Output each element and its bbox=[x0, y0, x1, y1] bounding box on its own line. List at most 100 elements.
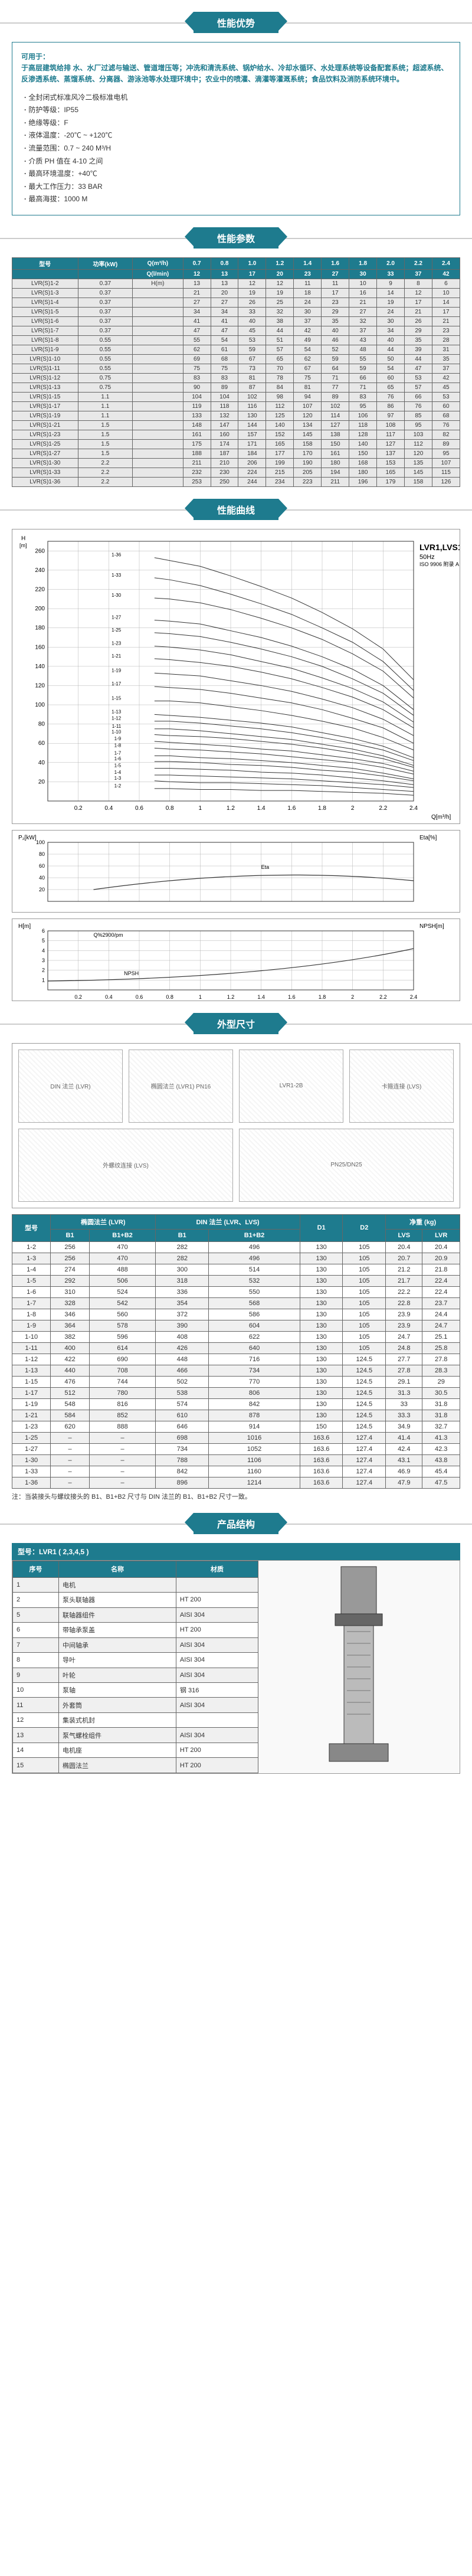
svg-text:5: 5 bbox=[42, 938, 45, 944]
svg-text:80: 80 bbox=[39, 851, 45, 857]
svg-text:2.4: 2.4 bbox=[409, 805, 418, 812]
svg-text:260: 260 bbox=[35, 548, 45, 554]
section-title-params: 性能参数 bbox=[0, 227, 472, 249]
dimension-drawing: PN25/DN25 bbox=[239, 1129, 454, 1202]
svg-text:1.4: 1.4 bbox=[257, 994, 265, 1000]
svg-text:0.4: 0.4 bbox=[105, 994, 113, 1000]
svg-text:200: 200 bbox=[35, 606, 45, 612]
spec-item: 最高海拔：1000 M bbox=[24, 193, 451, 206]
svg-text:1-12: 1-12 bbox=[112, 716, 122, 721]
svg-text:1-9: 1-9 bbox=[114, 736, 122, 741]
svg-text:1-25: 1-25 bbox=[112, 627, 122, 633]
svg-text:80: 80 bbox=[38, 721, 45, 728]
param-table: 型号功率(kW)Q(m³/h)0.70.81.01.21.41.61.82.02… bbox=[12, 257, 460, 487]
svg-text:1-4: 1-4 bbox=[114, 770, 122, 775]
dimension-drawings: DIN 法兰 (LVR)椭圆法兰 (LVR1) PN16LVR1-2B卡箍连接 … bbox=[12, 1043, 460, 1208]
svg-text:LVR1,LVS1: LVR1,LVS1 bbox=[419, 542, 460, 552]
svg-text:1-36: 1-36 bbox=[112, 553, 122, 558]
svg-text:0.2: 0.2 bbox=[74, 805, 83, 812]
svg-text:P₂[kW]: P₂[kW] bbox=[18, 835, 37, 841]
spec-item: 最高环境温度：+40℃ bbox=[24, 168, 451, 181]
svg-text:1-27: 1-27 bbox=[112, 615, 122, 620]
svg-text:40: 40 bbox=[38, 760, 45, 766]
svg-text:0.6: 0.6 bbox=[136, 994, 143, 1000]
section-title-advantages: 性能优势 bbox=[0, 12, 472, 33]
svg-text:1-30: 1-30 bbox=[112, 593, 122, 598]
svg-text:1.8: 1.8 bbox=[319, 994, 326, 1000]
svg-text:60: 60 bbox=[39, 863, 45, 869]
svg-text:6: 6 bbox=[42, 928, 45, 934]
svg-text:H: H bbox=[21, 535, 25, 542]
svg-text:2: 2 bbox=[351, 994, 354, 1000]
svg-text:0.6: 0.6 bbox=[135, 805, 143, 812]
svg-text:20: 20 bbox=[38, 779, 45, 785]
dimension-table: 型号椭圆法兰 (LVR)DIN 法兰 (LVR、LVS)D1D2净重 (kg)B… bbox=[12, 1214, 460, 1489]
svg-text:2: 2 bbox=[42, 967, 45, 973]
svg-text:1.4: 1.4 bbox=[257, 805, 266, 812]
svg-text:2: 2 bbox=[351, 805, 355, 812]
svg-text:0.8: 0.8 bbox=[166, 994, 173, 1000]
structure-box: 型号：LVR1 ( 2,3,4,5 ) 序号名称材质1电机2泵头联轴器HT 20… bbox=[12, 1543, 460, 1774]
section-title-dimensions: 外型尺寸 bbox=[0, 1013, 472, 1034]
svg-text:Eta[%]: Eta[%] bbox=[419, 835, 437, 841]
svg-text:140: 140 bbox=[35, 663, 45, 670]
dimension-drawing: 卡箍连接 (LVS) bbox=[349, 1050, 454, 1123]
svg-text:1-7: 1-7 bbox=[114, 750, 122, 756]
section-title-structure: 产品结构 bbox=[0, 1513, 472, 1534]
spec-item: 流量范围：0.7 ~ 240 M³/H bbox=[24, 142, 451, 155]
svg-text:NPSH[m]: NPSH[m] bbox=[419, 923, 444, 930]
svg-text:1-11: 1-11 bbox=[112, 724, 122, 729]
svg-text:2.4: 2.4 bbox=[410, 994, 418, 1000]
spec-item: 最大工作压力：33 BAR bbox=[24, 181, 451, 194]
svg-text:1: 1 bbox=[199, 994, 202, 1000]
svg-text:100: 100 bbox=[35, 702, 45, 708]
svg-text:2.2: 2.2 bbox=[379, 805, 387, 812]
svg-text:1-21: 1-21 bbox=[112, 653, 122, 659]
svg-text:0.4: 0.4 bbox=[104, 805, 113, 812]
spec-item: 绝缘等级：F bbox=[24, 117, 451, 130]
svg-text:1-8: 1-8 bbox=[114, 743, 122, 748]
svg-text:120: 120 bbox=[35, 682, 45, 689]
svg-text:1: 1 bbox=[42, 977, 45, 983]
svg-text:1.8: 1.8 bbox=[318, 805, 326, 812]
structure-model: 型号：LVR1 ( 2,3,4,5 ) bbox=[12, 1543, 460, 1560]
svg-text:NPSH: NPSH bbox=[124, 970, 139, 976]
svg-text:1-3: 1-3 bbox=[114, 776, 122, 781]
svg-text:0.8: 0.8 bbox=[166, 805, 174, 812]
svg-text:1.6: 1.6 bbox=[287, 805, 296, 812]
svg-text:1-19: 1-19 bbox=[112, 668, 122, 673]
svg-text:180: 180 bbox=[35, 625, 45, 632]
npsh-chart: 1234560.20.40.60.811.21.41.61.822.22.4NP… bbox=[12, 918, 460, 1001]
svg-text:1.2: 1.2 bbox=[227, 994, 235, 1000]
spec-item: 液体温度：-20℃ ~ +120℃ bbox=[24, 129, 451, 142]
spec-item: 介质 PH 值在 4-10 之间 bbox=[24, 155, 451, 168]
dimension-drawing: LVR1-2B bbox=[239, 1050, 343, 1123]
section-title-curves: 性能曲线 bbox=[0, 499, 472, 520]
spec-item: 防护等级：IP55 bbox=[24, 104, 451, 117]
applications: 可用于： 于高层建筑给排 水、水厂过滤与输送、管道增压等；冲洗和清洗系统、锅炉给… bbox=[21, 51, 451, 86]
svg-text:240: 240 bbox=[35, 567, 45, 574]
svg-text:100: 100 bbox=[36, 839, 45, 845]
svg-text:[m]: [m] bbox=[19, 542, 27, 548]
spec-list: 全封闭式标准风冷二极标准电机防护等级：IP55绝缘等级：F液体温度：-20℃ ~… bbox=[21, 91, 451, 206]
svg-text:20: 20 bbox=[39, 887, 45, 893]
svg-text:1-10: 1-10 bbox=[112, 729, 122, 734]
svg-text:1: 1 bbox=[199, 805, 202, 812]
svg-text:H[m]: H[m] bbox=[18, 923, 31, 930]
svg-text:2.2: 2.2 bbox=[379, 994, 387, 1000]
title-text: 性能优势 bbox=[194, 12, 278, 33]
svg-text:1-13: 1-13 bbox=[112, 709, 122, 714]
svg-text:60: 60 bbox=[38, 740, 45, 747]
svg-text:3: 3 bbox=[42, 957, 45, 963]
svg-text:Q%2900/pm: Q%2900/pm bbox=[94, 932, 123, 938]
svg-text:1-17: 1-17 bbox=[112, 681, 122, 687]
dimension-drawing: DIN 法兰 (LVR) bbox=[18, 1050, 123, 1123]
svg-text:1-33: 1-33 bbox=[112, 573, 122, 578]
svg-text:1.6: 1.6 bbox=[288, 994, 296, 1000]
svg-text:Eta: Eta bbox=[261, 864, 270, 870]
svg-text:220: 220 bbox=[35, 586, 45, 593]
svg-text:1.2: 1.2 bbox=[227, 805, 235, 812]
svg-text:1-6: 1-6 bbox=[114, 756, 122, 761]
svg-text:160: 160 bbox=[35, 644, 45, 650]
advantages-box: 可用于： 于高层建筑给排 水、水厂过滤与输送、管道增压等；冲洗和清洗系统、锅炉给… bbox=[12, 42, 460, 215]
